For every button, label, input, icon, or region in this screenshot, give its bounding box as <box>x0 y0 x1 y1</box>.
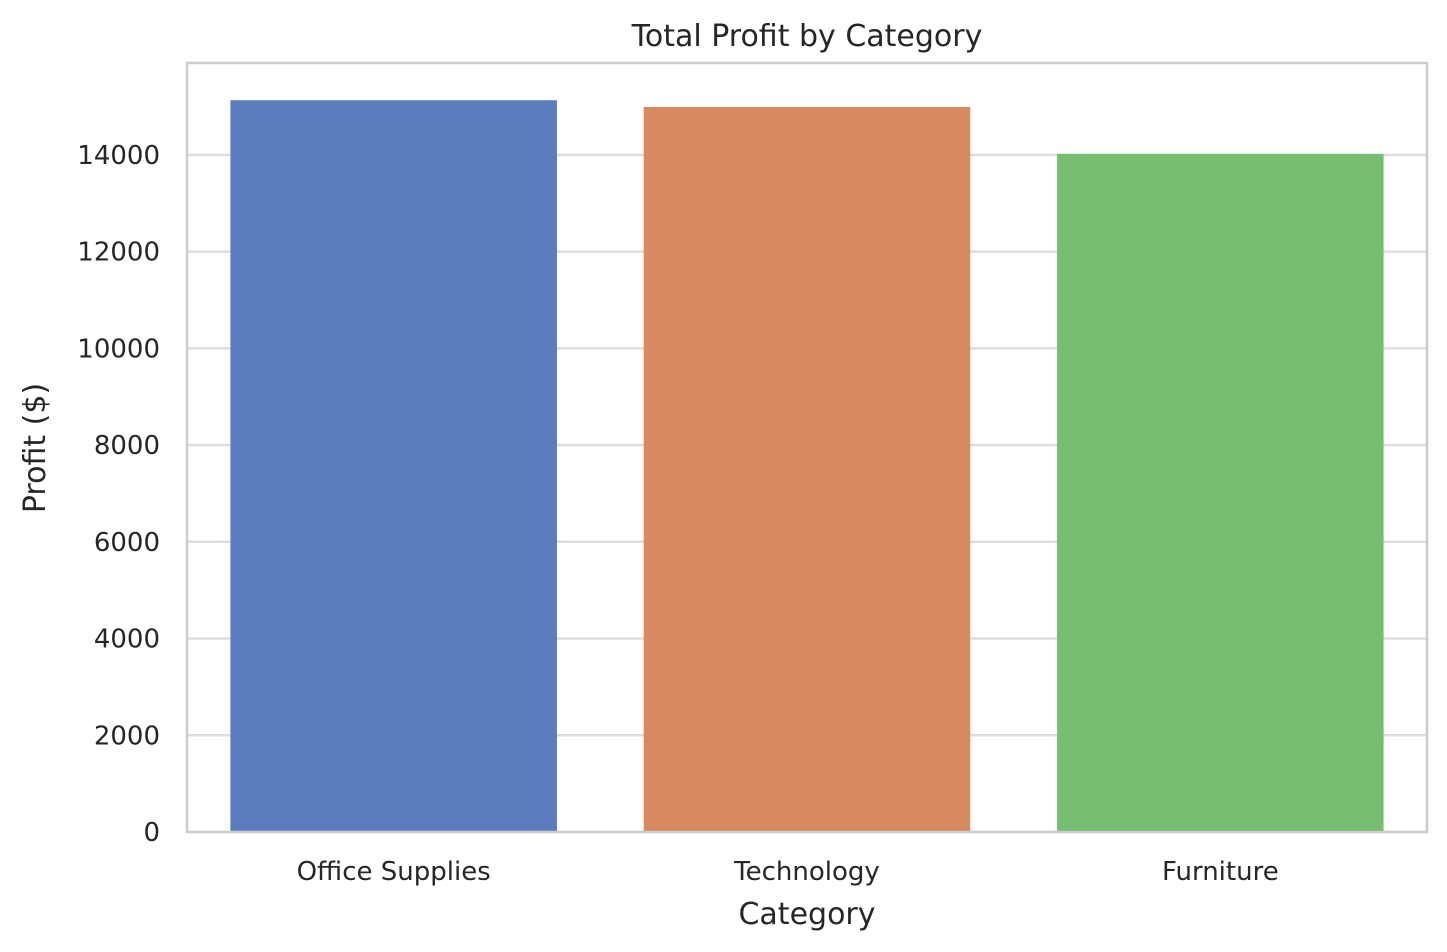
bar-furniture <box>1057 153 1384 832</box>
y-tick-label: 8000 <box>94 431 160 461</box>
y-axis-label: Profit ($) <box>18 383 53 513</box>
y-tick-label: 12000 <box>77 238 160 268</box>
y-axis-ticks: 0 2000 4000 6000 8000 10000 12000 14000 <box>77 141 160 848</box>
y-tick-label: 4000 <box>94 625 160 655</box>
x-axis-label: Category <box>738 897 875 932</box>
x-axis-ticks: Office Supplies Technology Furniture <box>297 857 1279 887</box>
y-tick-label: 14000 <box>77 141 160 171</box>
x-tick-label: Technology <box>733 857 880 887</box>
x-tick-label: Furniture <box>1162 857 1279 887</box>
y-tick-label: 0 <box>143 818 160 848</box>
bar-technology <box>643 107 971 832</box>
y-tick-label: 10000 <box>77 334 160 364</box>
bar-office-supplies <box>230 100 557 832</box>
chart-title: Total Profit by Category <box>631 19 983 54</box>
plot-frame <box>185 61 1429 834</box>
y-tick-label: 2000 <box>94 721 160 751</box>
bars <box>230 100 1384 832</box>
y-tick-label: 6000 <box>94 528 160 558</box>
x-tick-label: Office Supplies <box>297 857 491 887</box>
